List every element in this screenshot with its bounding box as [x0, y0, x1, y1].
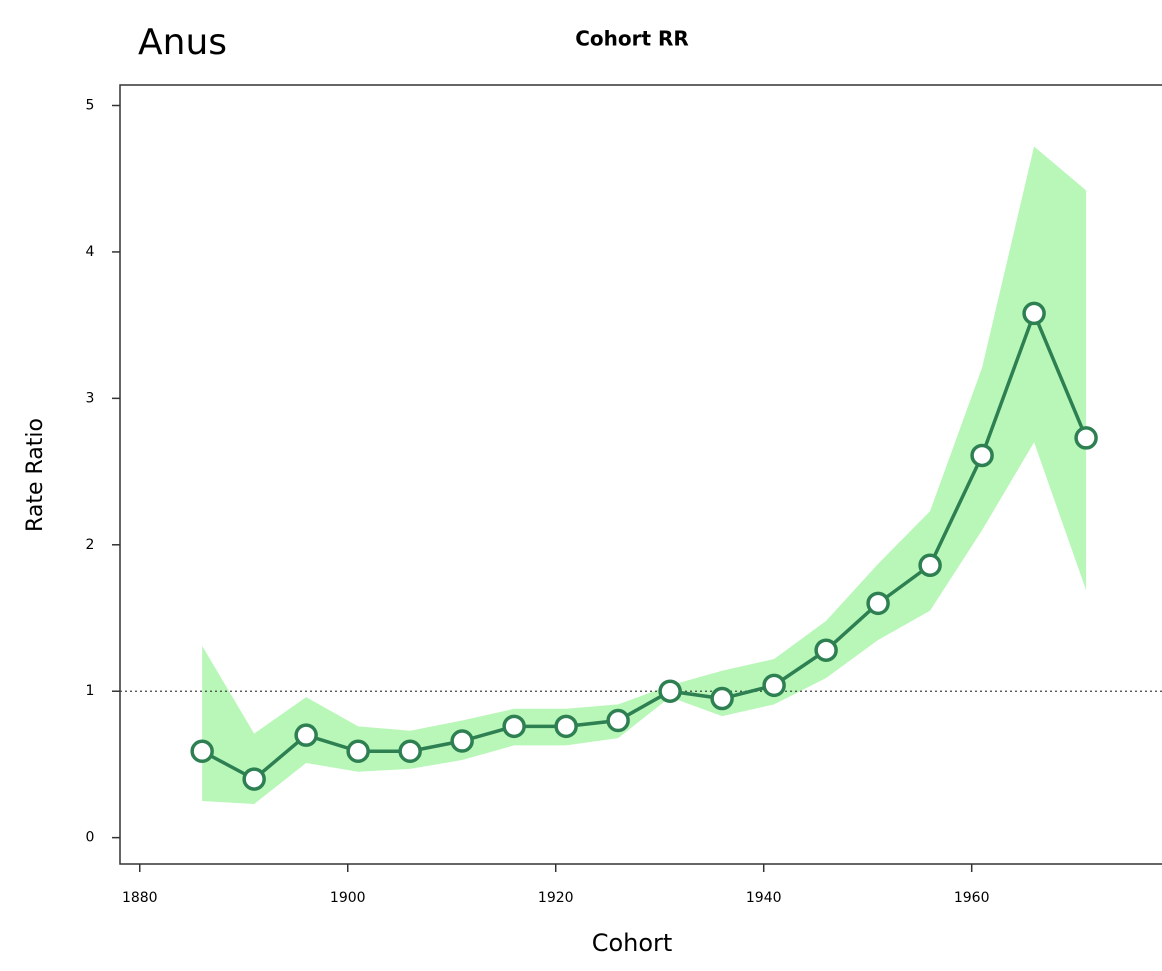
data-point [762, 673, 786, 698]
data-point [450, 729, 474, 753]
y-tick-label: 3 [86, 390, 95, 406]
data-point [398, 739, 422, 763]
x-tick-label: 1900 [330, 890, 366, 906]
data-point [866, 591, 890, 616]
panel-label: Anus [138, 22, 227, 63]
data-point [1074, 426, 1098, 450]
x-tick-label: 1920 [538, 890, 574, 906]
plot-frame [119, 84, 1162, 865]
y-tick-label: 5 [86, 98, 95, 114]
x-tick-label: 1960 [954, 890, 990, 906]
x-tick-label: 1940 [746, 890, 782, 906]
confidence-band [202, 146, 1087, 804]
data-point [710, 686, 734, 711]
x-tick-label: 1880 [122, 890, 158, 906]
data-point [970, 443, 994, 468]
data-point [346, 739, 370, 763]
chart-title: Cohort RR [575, 27, 689, 51]
data-point [242, 767, 266, 791]
y-tick-label: 4 [86, 244, 95, 260]
data-point [658, 679, 682, 703]
x-axis-label: Cohort [592, 929, 673, 957]
data-point [606, 708, 630, 733]
data-point [1022, 301, 1046, 326]
y-axis-label: Rate Ratio [23, 418, 48, 532]
y-tick-label: 2 [86, 537, 95, 553]
data-point [294, 723, 318, 747]
data-point [554, 714, 578, 739]
data-point [814, 638, 838, 662]
y-tick-label: 0 [86, 830, 95, 846]
data-point [918, 553, 942, 578]
data-point [502, 714, 526, 739]
data-point [190, 739, 214, 763]
y-tick-label: 1 [86, 683, 95, 699]
